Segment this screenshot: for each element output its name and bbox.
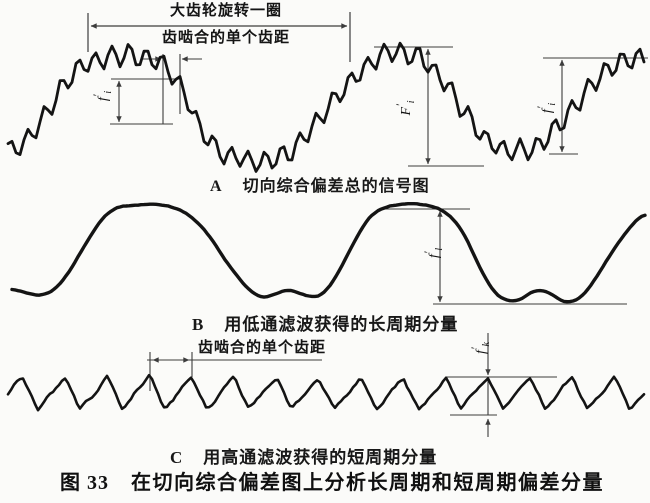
waveforms <box>6 41 647 412</box>
panel-c-caption: 用高通滤波获得的短周期分量 <box>203 448 438 467</box>
dim-gear-revolution <box>87 12 351 62</box>
caption-panel-c: C 用高通滤波获得的短周期分量 <box>170 443 437 468</box>
waveform-a <box>6 41 646 173</box>
figure-number: 图 33 <box>60 472 109 494</box>
panel-b-letter: B <box>192 315 205 334</box>
label-gear-revolution: 大齿轮旋转一圈 <box>170 3 283 19</box>
label-single-pitch-a: 齿啮合的单个齿距 <box>162 30 291 46</box>
symbol-fk-short: f′k <box>468 342 492 354</box>
symbol-fl-long: f′l <box>421 247 445 259</box>
panel-b-caption: 用低通滤波获得的长周期分量 <box>224 315 459 334</box>
label-single-pitch-c: 齿啮合的单个齿距 <box>198 340 327 356</box>
symbol-fi-right: f′i <box>534 102 558 114</box>
dim-fk-short <box>446 333 557 437</box>
symbol-fi-left: f′i <box>90 90 114 102</box>
figure-caption: 图 33 在切向综合偏差图上分析长周期和短周期偏差分量 <box>60 466 604 495</box>
panel-a-caption: 切向综合偏差总的信号图 <box>242 178 430 195</box>
dim-fl-long <box>381 208 627 305</box>
dim-fi-left <box>110 78 181 125</box>
dim-fi-right <box>543 57 648 155</box>
caption-panel-b: B 用低通滤波获得的长周期分量 <box>192 310 458 335</box>
waveform-b <box>10 201 647 304</box>
dim-single-pitch-c <box>147 352 322 391</box>
symbol-Fi-total: F′i <box>393 100 417 116</box>
figure-title: 在切向综合偏差图上分析长周期和短周期偏差分量 <box>131 472 604 494</box>
waveform-c <box>6 373 646 412</box>
panel-a-letter: A <box>210 178 223 195</box>
caption-panel-a: A 切向综合偏差总的信号图 <box>210 172 430 196</box>
panel-c-letter: C <box>170 448 184 467</box>
